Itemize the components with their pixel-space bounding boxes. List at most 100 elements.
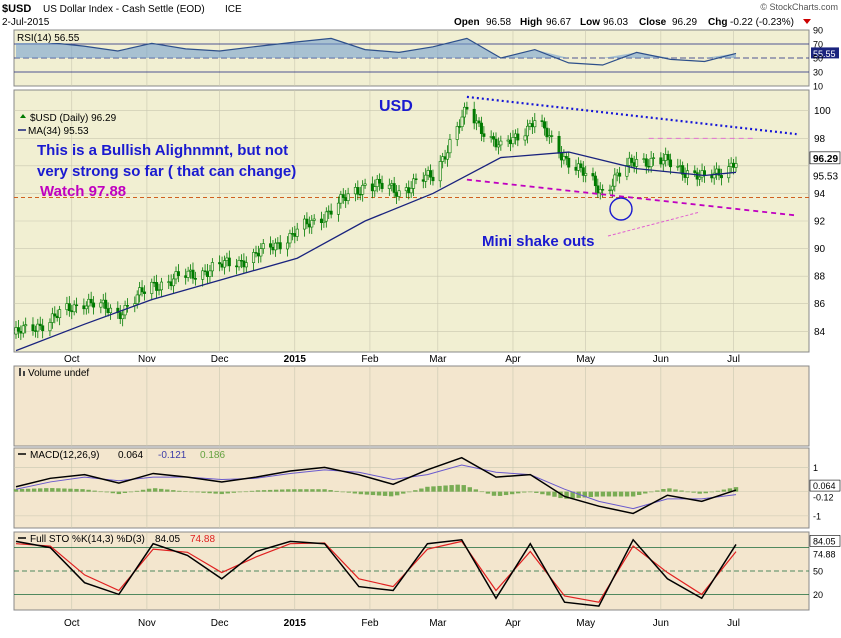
candle [681,165,685,175]
candle [429,170,433,178]
candle [479,122,483,134]
macd-histogram-bar [92,490,97,492]
trendline [466,95,797,136]
candle [288,233,292,244]
macd-histogram-bar [19,488,25,492]
candle [259,248,263,257]
candle [528,123,532,127]
candle [647,165,651,168]
macd-histogram-bar [267,489,273,492]
candle [222,260,226,268]
candle [608,189,612,192]
macd-histogram-bar [183,491,188,493]
macd-legend-prefix: MACD(12,26,9) [30,450,99,461]
candle [191,269,195,279]
candle [426,170,430,176]
month-tick-label: Apr [505,354,521,365]
stochastic-tick-label: 74.88 [813,550,836,560]
macd-histogram-bar [352,491,358,494]
macd-histogram-bar [364,491,370,495]
macd-histogram-bar [98,491,103,493]
macd-histogram-bar [691,491,696,493]
rsi-line [15,37,737,66]
candle [172,278,176,287]
candle [208,270,212,277]
macd-histogram-bar [231,491,237,493]
candle [82,305,86,310]
candle [632,162,636,167]
candle [693,170,697,173]
candle [380,182,384,189]
macd-histogram-bar [255,490,261,492]
candle [138,287,142,296]
candle [244,262,248,268]
macd-histogram-bar [649,491,654,493]
candle [523,135,527,141]
candle [150,281,154,294]
month-tick-label: Mar [429,354,447,365]
candle [24,324,28,327]
macd-histogram-bar [298,489,303,492]
price-value-label: 95.53 [813,171,838,182]
candle [683,174,687,178]
close-value: 96.29 [672,17,697,28]
candle [482,133,486,137]
candle [36,323,40,332]
candle [344,197,348,201]
macd-histogram-bar [292,489,297,492]
candle [542,121,546,129]
macd-histogram-bar [249,490,255,492]
price-value-box [809,151,841,165]
candle [41,325,45,332]
candle [375,178,379,187]
candle [492,136,496,140]
macd-histogram-bar [606,491,612,497]
macd-histogram-bar [50,488,55,492]
candle [33,330,37,332]
candle [322,220,326,223]
candle [104,299,108,309]
macd-histogram-bar [485,491,491,494]
macd-histogram-bar [340,491,345,493]
price-tick-label: 98 [814,134,826,145]
candle [140,287,144,293]
macd-histogram-bar [286,489,291,492]
candle [489,136,493,138]
high-label: High [520,17,542,28]
month-tick-label: Feb [361,618,379,629]
macd-histogram-bar [431,486,436,492]
candle [455,126,459,140]
macd-panel: 1 0.064 -0.12 -1 MACD(12,26,9) 0.064 -0.121… [13,447,841,529]
macd-histogram-bar [273,489,279,492]
annotation-shakeouts: Mini shake outs [482,233,595,250]
stochastic-value-box [809,535,841,547]
volume-legend-icon [19,368,25,376]
stochastic-legend-k: 84.05 [155,534,180,545]
macd-histogram-bar [534,491,539,493]
volume-legend: Volume undef [28,368,89,379]
month-tick-label: Nov [138,618,156,629]
month-tick-label: Dec [211,354,229,365]
stochastic-tick-label: 84.05 [813,536,836,546]
price-panel: 84 86 88 90 92 94 98 100 96.29 95.53 $USD (Daily… [13,89,841,353]
candle [564,156,568,159]
candle [276,242,280,244]
macd-histogram-bar [509,491,515,495]
month-tick-label: May [576,618,595,629]
ma34-line [15,151,737,352]
macd-histogram-bar [388,491,394,497]
macd-histogram-bar [122,491,128,493]
candle [719,175,723,179]
low-value: 96.03 [603,17,628,28]
candle [169,281,173,287]
chart-symbol: $USD [2,3,31,15]
price-legend: $USD (Daily) 96.29 [30,113,117,124]
macd-histogram-bar [425,486,430,492]
macd-histogram-bar [733,487,739,492]
chart-exchange: ICE [225,4,242,15]
candle [159,281,163,291]
macd-tick-label: -1 [813,511,821,521]
macd-histogram-bar [703,491,708,494]
